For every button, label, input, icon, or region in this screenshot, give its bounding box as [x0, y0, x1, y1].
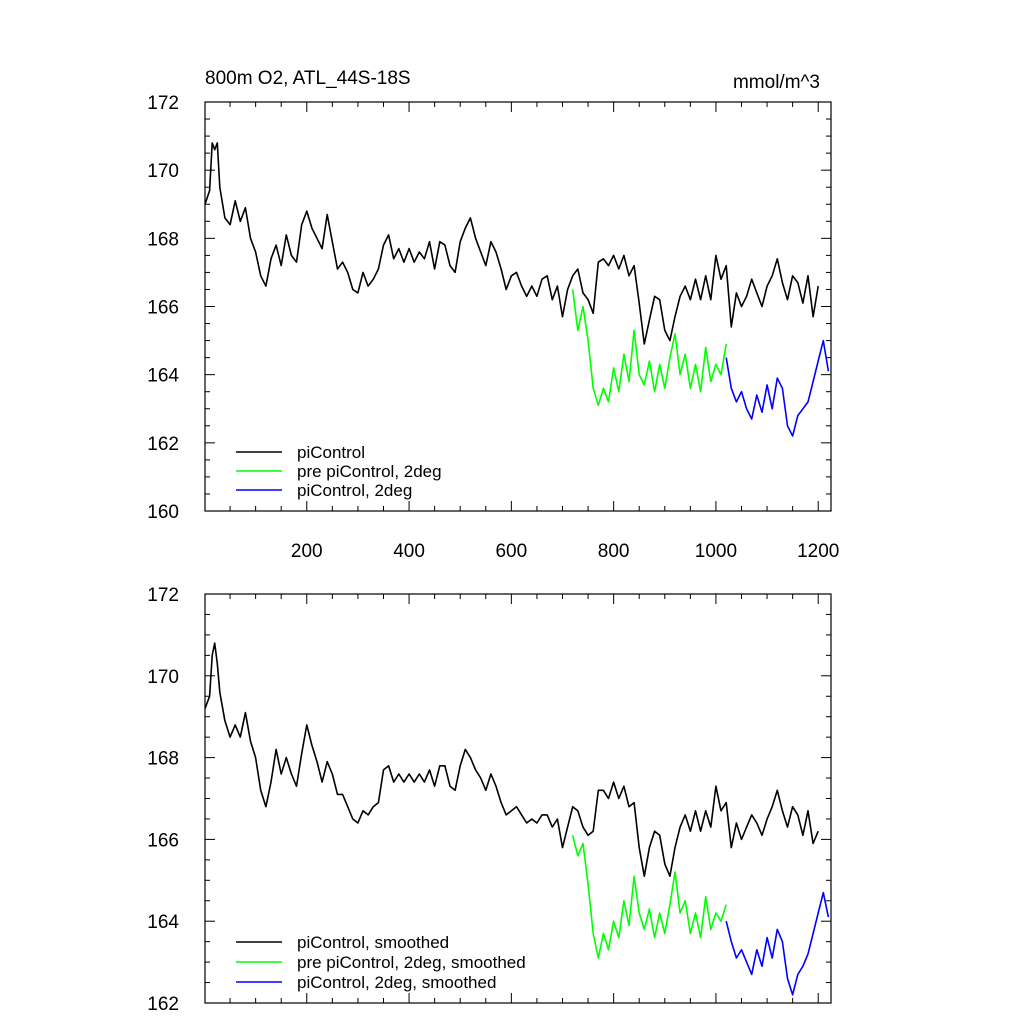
y-tick-label: 166 — [147, 298, 179, 319]
chart-title: 800m O2, ATL_44S-18S — [205, 68, 411, 89]
legend-label-2: piControl, 2deg — [297, 481, 412, 500]
series-line-2 — [725, 339, 830, 437]
legend-label-0: piControl, smoothed — [297, 933, 449, 952]
series-line-2 — [725, 891, 830, 996]
y-tick-label: 162 — [147, 434, 179, 455]
y-tick-label: 160 — [147, 502, 179, 523]
legend-label-1: pre piControl, 2deg, smoothed — [297, 953, 526, 972]
x-tick-label: 400 — [393, 541, 425, 562]
series-line-1 — [571, 835, 727, 959]
y-tick-label: 164 — [147, 366, 179, 387]
x-tick-label: 1200 — [797, 541, 839, 562]
y-tick-label: 170 — [147, 667, 179, 688]
x-tick-label: 800 — [598, 541, 630, 562]
units-label: mmol/m^3 — [733, 72, 820, 93]
y-tick-label: 170 — [147, 161, 179, 182]
series-line-0 — [204, 642, 819, 878]
series-line-1 — [571, 289, 727, 407]
x-tick-label: 600 — [495, 541, 527, 562]
y-tick-label: 164 — [147, 912, 179, 933]
x-tick-label: 1000 — [695, 541, 737, 562]
bottom-panel: 162 164 166 168 170 172 piControl, smoothedpre… — [147, 585, 832, 1015]
legend-label-0: piControl — [297, 443, 365, 462]
legend-label-2: piControl, 2deg, smoothed — [297, 973, 496, 992]
y-tick-label: 162 — [147, 994, 179, 1015]
y-tick-label: 166 — [147, 830, 179, 851]
x-tick-label: 200 — [291, 541, 323, 562]
y-tick-label: 172 — [147, 585, 179, 606]
legend-label-1: pre piControl, 2deg — [297, 462, 442, 481]
series-line-0 — [204, 142, 819, 345]
y-tick-label: 168 — [147, 229, 179, 250]
y-tick-label: 172 — [147, 93, 179, 114]
top-panel: 800m O2, ATL_44S-18S mmol/m^3 160 162 164 1… — [147, 68, 839, 562]
y-tick-label: 168 — [147, 749, 179, 770]
